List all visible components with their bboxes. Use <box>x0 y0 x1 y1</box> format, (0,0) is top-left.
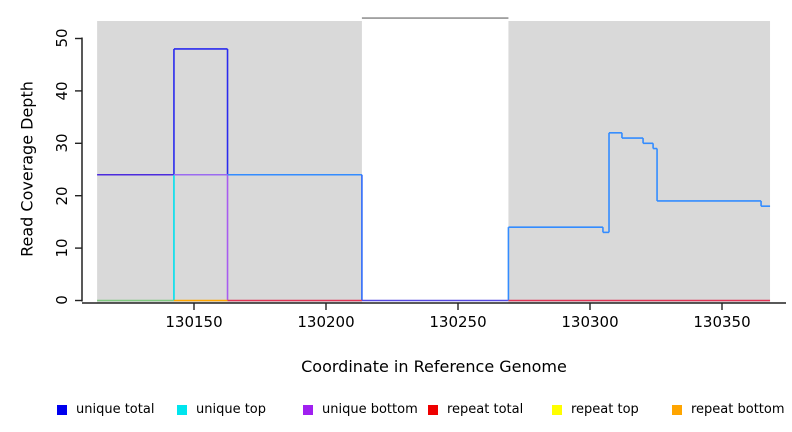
legend-swatch-unique-total <box>57 404 67 415</box>
legend-label-unique-top: unique top <box>196 402 267 417</box>
legend-label-unique-bottom: unique bottom <box>322 402 418 417</box>
x-tick-label-130150: 130150 <box>165 313 223 331</box>
y-tick-label-10: 10 <box>53 238 71 258</box>
y-tick-label-0: 0 <box>53 295 71 305</box>
repeat-region-shading <box>508 21 771 303</box>
y-tick-label-30: 30 <box>53 133 71 153</box>
x-tick-label-130300: 130300 <box>561 313 619 331</box>
y-axis-title: Read Coverage Depth <box>17 81 37 257</box>
legend-label-repeat-total: repeat total <box>447 402 524 417</box>
y-tick-label-50: 50 <box>53 28 71 48</box>
y-tick-label-40: 40 <box>53 81 71 101</box>
legend-item-repeat-top: repeat top <box>552 402 639 417</box>
y-tick-label-20: 20 <box>53 186 71 206</box>
legend-swatch-unique-bottom <box>303 404 313 415</box>
legend-label-unique-total: unique total <box>76 402 155 417</box>
x-axis-title: Coordinate in Reference Genome <box>301 357 567 376</box>
repeat-region-shading <box>97 21 362 303</box>
legend-swatch-repeat-total <box>428 404 438 415</box>
legend-item-unique-total: unique total <box>57 402 154 417</box>
x-tick-label-130250: 130250 <box>429 313 487 331</box>
legend-item-unique-top: unique top <box>177 402 266 417</box>
legend-label-repeat-bottom: repeat bottom <box>691 402 785 417</box>
legend-swatch-unique-top <box>177 404 187 415</box>
x-tick-label-130200: 130200 <box>297 313 355 331</box>
legend-label-repeat-top: repeat top <box>571 402 639 417</box>
legend-item-repeat-total: repeat total <box>428 402 523 417</box>
legend-swatch-repeat-top <box>552 404 562 415</box>
x-tick-label-130350: 130350 <box>693 313 751 331</box>
legend-swatch-repeat-bottom <box>672 404 682 415</box>
legend-item-repeat-bottom: repeat bottom <box>672 402 785 417</box>
legend-item-unique-bottom: unique bottom <box>303 402 418 417</box>
